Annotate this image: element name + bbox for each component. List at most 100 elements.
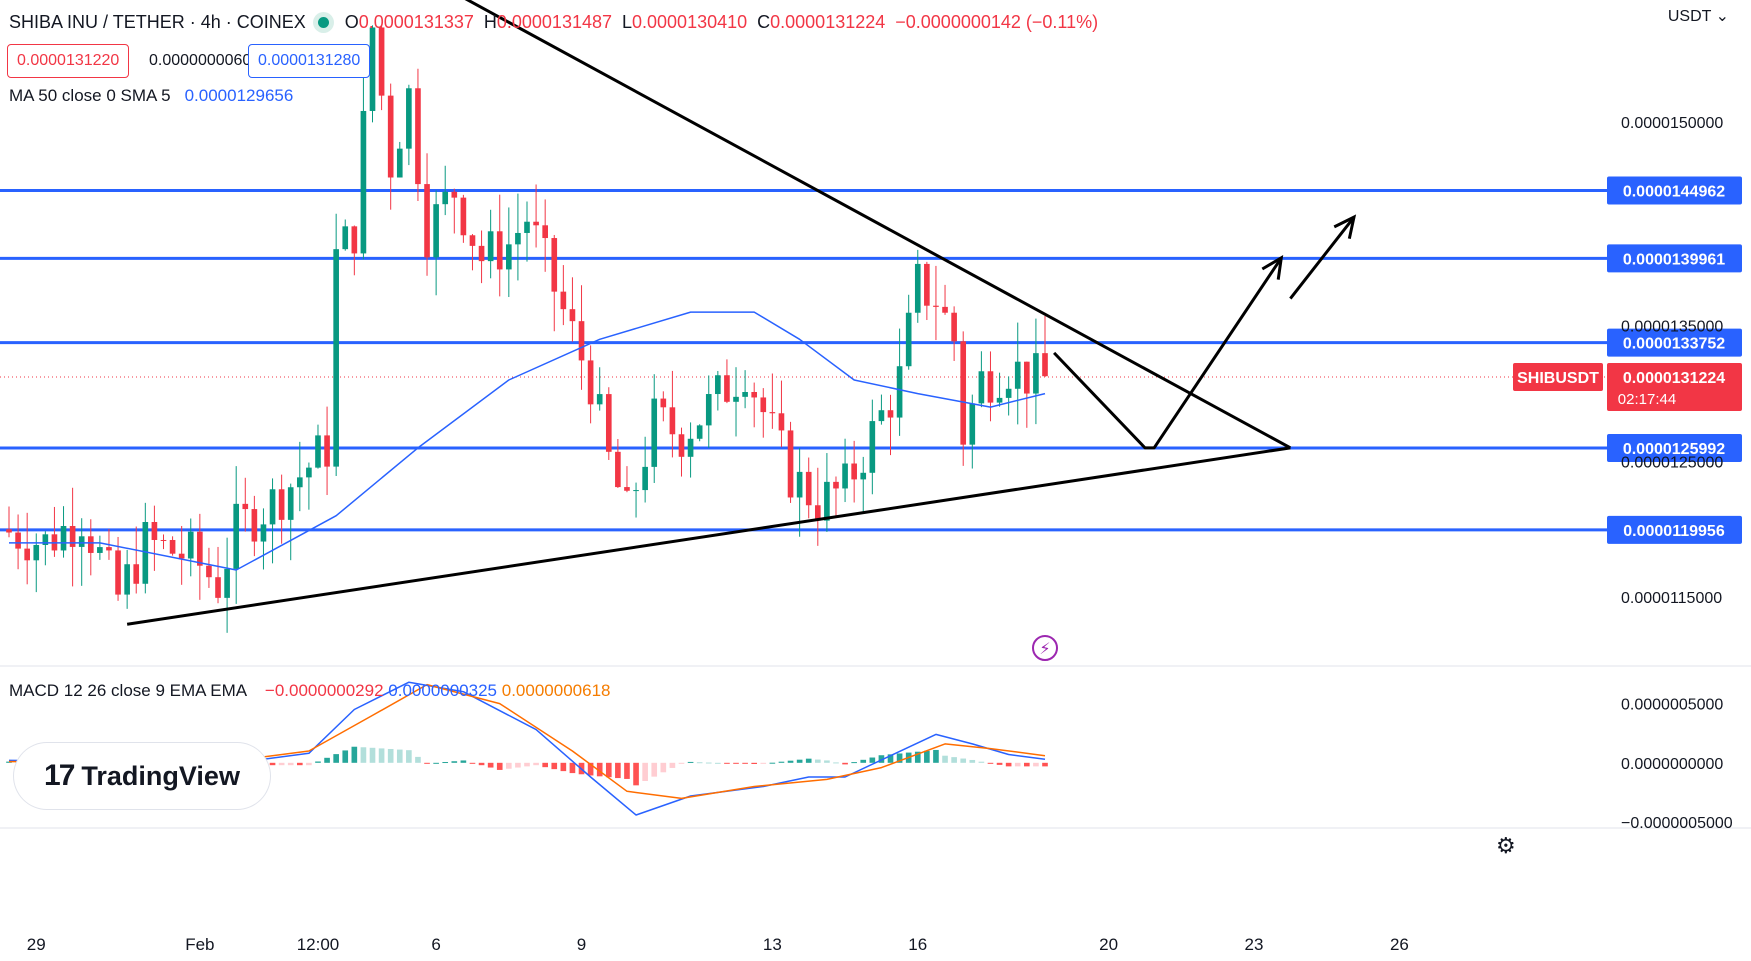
candle-body [878,410,885,422]
macd-histogram-bar [1014,762,1021,767]
candle-body [1005,388,1012,398]
macd-histogram-bar [369,747,376,763]
macd-label: MACD 12 26 close 9 EMA EMA [9,681,247,700]
macd-histogram-bar [778,761,785,763]
chevron-down-icon: ⌄ [1715,8,1729,25]
tradingview-mark-icon: 17 [44,759,75,792]
macd-histogram-bar [524,762,530,767]
candle-body [824,481,830,521]
level-price-label: 0.0000139961 [1623,251,1725,268]
last-price-tag [1607,362,1742,411]
macd-histogram-bar [878,755,885,763]
candle-body [1033,353,1039,394]
macd-histogram-bar [333,754,339,763]
macd-tick-label: 0.0000000000 [1621,756,1723,773]
candle-body [960,341,967,445]
macd-histogram-bar [996,762,1003,765]
candle-body [124,564,130,595]
candle-body [378,27,385,96]
level-price-label: 0.0000144962 [1623,184,1725,201]
candle-body [469,235,476,246]
macd-histogram-bar [1005,762,1012,767]
macd-histogram-bar [533,762,539,766]
candle-body [387,95,394,178]
candle-body [24,548,30,561]
candle-body [615,451,621,488]
low-label: L [622,11,633,32]
last-price-label: 0.0000131224 [1623,370,1725,387]
macd-histogram-bar [1042,762,1048,767]
candle-body [360,110,367,254]
candle-body [651,398,658,467]
tradingview-logo[interactable]: 17 TradingView [14,743,270,809]
candle-body [605,394,612,452]
candle-body [406,88,412,149]
macd-hist-value: −0.0000000292 [264,681,384,700]
time-tick-label: 23 [1245,935,1264,954]
macd-histogram-bar [424,762,430,764]
macd-histogram-bar [315,761,321,763]
candle-body [287,487,294,520]
sell-price-button[interactable]: 0.0000131220 [7,44,130,78]
candle-body [69,526,76,547]
macd-histogram-bar [278,762,285,766]
macd-histogram-bar [542,762,548,768]
candle-body [578,321,585,361]
candle-body [796,471,803,498]
candle-body [833,481,839,489]
macd-histogram-bar [733,762,739,764]
macd-histogram-bar [742,762,748,764]
macd-tick-label: 0.0000005000 [1621,697,1723,714]
macd-legend[interactable]: MACD 12 26 close 9 EMA EMA −0.0000000292… [9,681,610,701]
candle-body [624,487,630,491]
candle-body [87,536,94,553]
signal-line [8,683,1046,800]
candle-body [306,467,312,478]
candle-body [751,391,758,398]
price-tick-label: 0.0000115000 [1621,590,1722,607]
candle-body [133,564,140,584]
candle-body [860,472,867,480]
candle-body [769,412,776,414]
level-price-tag [1607,244,1742,273]
macd-line [8,681,1046,816]
open-value: 0.0000131337 [358,11,474,32]
macd-histogram-bar [678,762,685,764]
triangle-trendline [126,446,1291,626]
candle-body [887,410,894,418]
macd-histogram-bar [569,762,576,774]
macd-histogram-bar [805,758,812,763]
candle-body [633,490,639,492]
candle-body [260,524,267,542]
currency-selector[interactable]: USDT ⌄ [1668,6,1729,26]
open-label: O [344,11,359,32]
gear-icon[interactable]: ⚙ [1496,833,1516,858]
candle-body [742,391,748,397]
macd-histogram-bar [342,750,349,763]
macd-histogram-bar [396,749,403,763]
macd-histogram-bar [842,762,848,765]
axes: 0.00001500000.00001350000.00001250000.00… [27,115,1733,954]
macd-histogram-bar [924,750,930,763]
price-tick-label: 0.0000150000 [1621,115,1723,132]
macd-histogram-bar [487,762,494,768]
buy-price-button[interactable]: 0.0000131280 [248,44,371,78]
macd-histogram-bar [515,762,521,768]
candle-body [778,413,785,431]
ma-legend[interactable]: MA 50 close 0 SMA 5 0.0000129656 [9,86,293,106]
macd-histogram-bar [1024,762,1030,767]
macd-histogram-bar [506,762,512,769]
macd-histogram-bar [769,762,776,764]
candle-body [224,568,230,598]
change-value: −0.0000000142 (−0.11%) [895,11,1099,32]
lightning-icon[interactable]: ⚡ [1032,635,1058,661]
macd-histogram-bar [551,762,558,770]
candle-body [324,435,330,467]
macd-histogram-bar [496,762,503,770]
candle-body [97,547,103,553]
symbol-tag [1513,362,1603,391]
symbol-title[interactable]: SHIBA INU / TETHER · 4h · COINEX [9,11,306,32]
macd-histogram-bar [933,749,939,763]
macd-histogram-bar [587,762,594,776]
